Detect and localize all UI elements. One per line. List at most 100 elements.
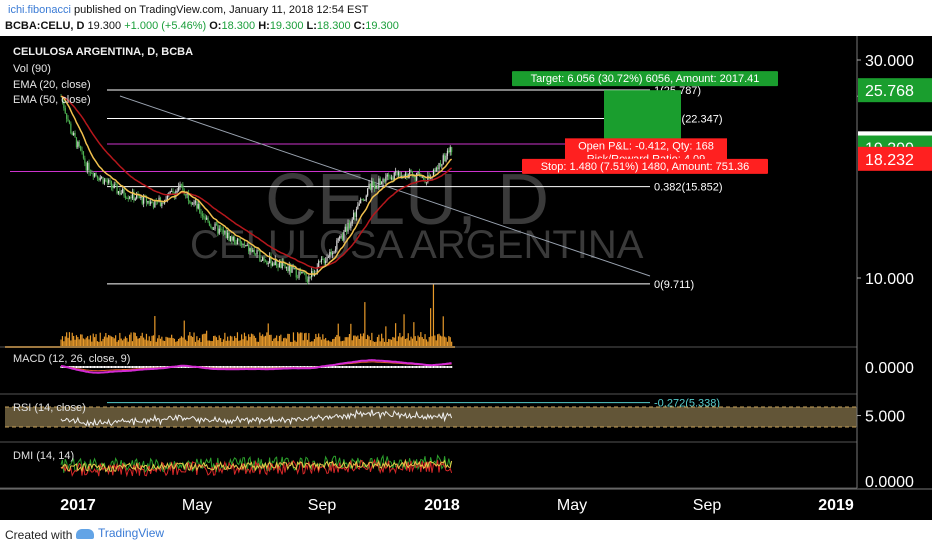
macd-histogram-bar bbox=[287, 366, 289, 368]
volume-bar bbox=[397, 336, 400, 348]
candle-body bbox=[266, 261, 268, 265]
tradingview-cloud-icon bbox=[76, 528, 94, 539]
volume-bar bbox=[228, 340, 230, 348]
candle-body bbox=[343, 231, 345, 241]
macd-histogram-bar bbox=[211, 366, 213, 368]
candle-body bbox=[129, 197, 131, 199]
candle-body bbox=[168, 192, 170, 195]
volume-bar bbox=[406, 338, 408, 348]
volume-bar bbox=[131, 341, 134, 348]
rsi-label[interactable]: RSI (14, close) bbox=[13, 402, 86, 414]
macd-histogram-bar bbox=[304, 366, 306, 368]
volume-bar bbox=[92, 333, 94, 348]
footer: Created with TradingView bbox=[0, 520, 932, 550]
candle-body bbox=[109, 180, 111, 181]
volume-bar bbox=[113, 338, 115, 348]
volume-bar bbox=[271, 340, 274, 348]
candle-body bbox=[288, 265, 290, 272]
tradingview-logo[interactable]: TradingView bbox=[76, 526, 164, 540]
target-label-bg bbox=[512, 71, 778, 87]
candle-body bbox=[239, 239, 241, 243]
macd-histogram-bar bbox=[248, 366, 250, 368]
chart-canvas[interactable]: CELU, D CELULOSA ARGENTINA 1(25.787)0.78… bbox=[0, 36, 932, 520]
candle-body bbox=[374, 185, 376, 189]
volume-bar bbox=[424, 334, 426, 348]
macd-histogram-bar bbox=[73, 366, 75, 368]
macd-label[interactable]: MACD (12, 26, close, 9) bbox=[13, 353, 131, 365]
candle-body bbox=[122, 188, 124, 194]
candle-body bbox=[368, 183, 370, 189]
volume-bar bbox=[390, 339, 393, 348]
candle-body bbox=[294, 267, 296, 269]
price-axis[interactable]: 30.00025.00010.0005.00025.76819.71219.30… bbox=[856, 36, 932, 520]
legend-volume[interactable]: Vol (90) bbox=[13, 63, 51, 75]
time-axis[interactable]: 2017 May Sep 2018 May Sep 2019 bbox=[0, 488, 932, 514]
candle-body bbox=[108, 180, 110, 183]
volume-bar bbox=[351, 340, 353, 348]
macd-histogram-bar bbox=[116, 366, 118, 368]
volume-bar bbox=[204, 333, 206, 348]
volume-bar bbox=[267, 323, 269, 348]
candle-body bbox=[442, 155, 444, 165]
macd-histogram-bar bbox=[348, 366, 351, 368]
volume-bar bbox=[364, 302, 366, 348]
indicator-panes bbox=[0, 346, 932, 489]
volume-bar bbox=[448, 336, 450, 348]
macd-histogram-bar bbox=[250, 366, 253, 368]
volume-bar bbox=[255, 337, 257, 348]
macd-histogram-bar bbox=[369, 366, 372, 368]
dmi-axis-label: 0.0000 bbox=[865, 474, 914, 491]
candle-body bbox=[133, 191, 135, 201]
macd-histogram-bar bbox=[81, 366, 83, 368]
candle-body bbox=[393, 172, 395, 180]
volume-bar bbox=[207, 340, 209, 348]
candle-body bbox=[98, 178, 100, 181]
macd-histogram-bar bbox=[340, 366, 342, 368]
candle-body bbox=[63, 100, 65, 109]
legend-ema20[interactable]: EMA (20, close) bbox=[13, 79, 91, 91]
candle-body bbox=[231, 236, 233, 241]
time-axis-label: Sep bbox=[308, 497, 337, 514]
candle-body bbox=[151, 201, 153, 204]
volume-bar bbox=[141, 332, 143, 348]
candle-body bbox=[270, 255, 272, 266]
candle-body bbox=[64, 108, 66, 114]
volume-bar bbox=[288, 333, 290, 348]
macd-histogram-bar bbox=[98, 366, 100, 368]
volume-bar bbox=[409, 340, 411, 348]
candle-body bbox=[259, 250, 261, 261]
volume-bar bbox=[260, 335, 262, 348]
volume-bar bbox=[246, 340, 248, 348]
volume-bar bbox=[283, 338, 285, 348]
macd-histogram-bar bbox=[357, 366, 359, 368]
candle-body bbox=[193, 202, 195, 204]
author-link[interactable]: ichi.fibonacci bbox=[8, 4, 71, 16]
volume-bar bbox=[98, 341, 100, 348]
macd-histogram-bar bbox=[414, 366, 416, 368]
candle-body bbox=[67, 118, 69, 122]
volume-bar bbox=[414, 336, 416, 348]
candle-body bbox=[245, 245, 247, 246]
long-position-tool[interactable]: Target: 6.056 (30.72%) 6056, Amount: 201… bbox=[512, 71, 778, 174]
macd-histogram-bar bbox=[445, 366, 447, 368]
dmi-label[interactable]: DMI (14, 14) bbox=[13, 450, 75, 462]
volume-bar bbox=[67, 337, 69, 348]
candle-body bbox=[117, 191, 120, 194]
candle-body bbox=[171, 191, 173, 192]
candle-body bbox=[358, 203, 360, 206]
volume-bar bbox=[106, 337, 108, 348]
chart-area[interactable]: CELU, D CELULOSA ARGENTINA 1(25.787)0.78… bbox=[0, 36, 932, 520]
candle-body bbox=[329, 251, 331, 258]
macd-histogram-bar bbox=[112, 366, 114, 368]
volume-bar bbox=[81, 334, 83, 348]
macd-histogram-bar bbox=[388, 366, 390, 368]
legend-ema50[interactable]: EMA (50, close) bbox=[13, 94, 91, 106]
macd-histogram-bar bbox=[229, 366, 232, 368]
volume-bar bbox=[147, 340, 149, 348]
candle-body bbox=[124, 195, 127, 199]
volume-bar bbox=[291, 341, 293, 348]
candle-body bbox=[140, 196, 142, 199]
volume-bar bbox=[96, 341, 99, 348]
macd-histogram-bar bbox=[358, 366, 360, 368]
volume-bar bbox=[91, 341, 93, 348]
